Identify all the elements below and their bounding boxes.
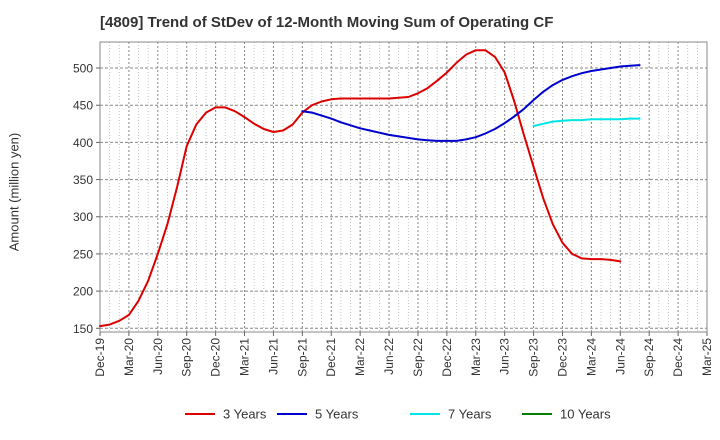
x-tick-label: Jun-24 bbox=[613, 338, 627, 375]
y-tick-label: 350 bbox=[73, 173, 93, 187]
series-line-3-years bbox=[99, 49, 622, 328]
y-tick-label: 500 bbox=[73, 62, 93, 76]
x-tick-label: Sep-21 bbox=[295, 338, 309, 377]
y-tick-label: 300 bbox=[73, 210, 93, 224]
y-tick-label: 450 bbox=[73, 99, 93, 113]
x-tick-label: Sep-20 bbox=[180, 338, 194, 377]
series-line-5-years bbox=[301, 64, 641, 142]
x-tick-label: Mar-20 bbox=[122, 338, 136, 376]
legend-label: 10 Years bbox=[560, 407, 611, 422]
legend-label: 3 Years bbox=[223, 407, 267, 422]
x-tick-label: Dec-20 bbox=[209, 338, 223, 377]
y-tick-label: 400 bbox=[73, 136, 93, 150]
plot-area bbox=[100, 42, 707, 332]
x-tick-label: Mar-21 bbox=[238, 338, 252, 376]
x-tick-label: Mar-25 bbox=[700, 338, 714, 376]
x-tick-label: Jun-20 bbox=[151, 338, 165, 375]
legend-label: 5 Years bbox=[315, 407, 359, 422]
x-tick-label: Jun-21 bbox=[266, 338, 280, 375]
chart-title: [4809] Trend of StDev of 12-Month Moving… bbox=[100, 14, 554, 31]
x-tick-label: Dec-23 bbox=[555, 338, 569, 377]
x-tick-label: Jun-23 bbox=[498, 338, 512, 375]
legend-label: 7 Years bbox=[448, 407, 492, 422]
x-tick-label: Sep-22 bbox=[411, 338, 425, 377]
x-tick-label: Mar-22 bbox=[353, 338, 367, 376]
x-tick-label: Sep-24 bbox=[642, 338, 656, 377]
y-tick-label: 250 bbox=[73, 247, 93, 261]
x-tick-label: Sep-23 bbox=[527, 338, 541, 377]
x-tick-label: Mar-23 bbox=[469, 338, 483, 376]
y-tick-label: 150 bbox=[73, 322, 93, 336]
x-tick-label: Mar-24 bbox=[584, 338, 598, 376]
x-tick-label: Dec-19 bbox=[93, 338, 107, 377]
x-tick-label: Dec-22 bbox=[440, 338, 454, 377]
plot-frame bbox=[99, 41, 708, 333]
y-tick-label: 200 bbox=[73, 285, 93, 299]
x-tick-label: Jun-22 bbox=[382, 338, 396, 375]
x-tick-label: Dec-24 bbox=[671, 338, 685, 377]
series-line-7-years bbox=[532, 117, 641, 127]
x-tick-label: Dec-21 bbox=[324, 338, 338, 377]
